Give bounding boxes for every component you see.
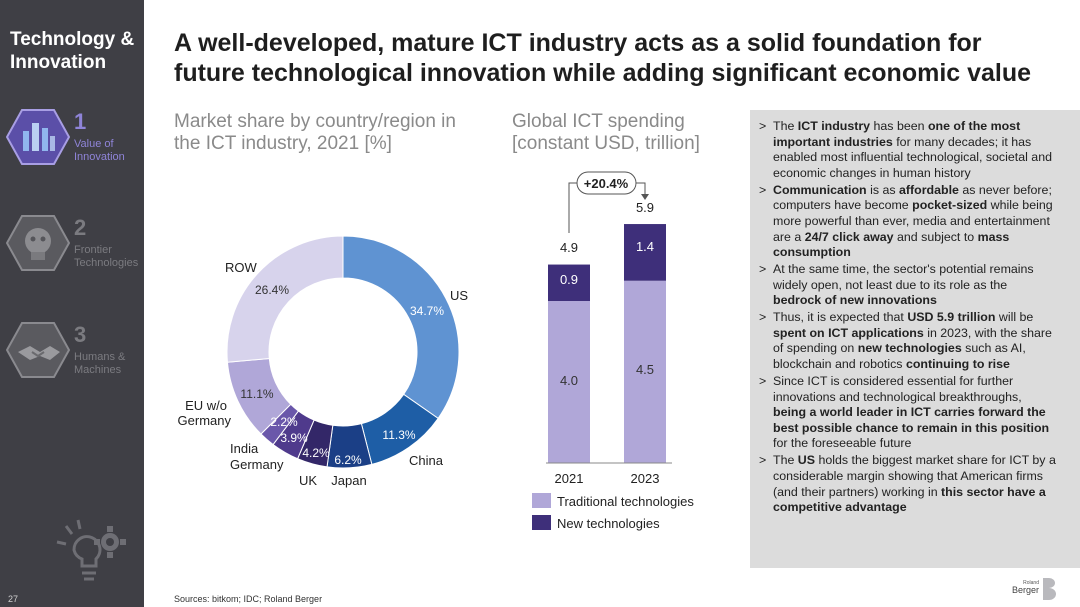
sidebar-item-frontier-technologies[interactable]: 2 Frontier Technologies [6, 215, 142, 285]
page-number: 27 [8, 594, 19, 604]
insight-bullet: Since ICT is considered essential for fu… [759, 374, 1058, 452]
legend-swatch-traditional [532, 493, 551, 508]
legend-label-new: New technologies [557, 516, 660, 531]
nav-label: Frontier Technologies [74, 244, 138, 270]
slice-label-japan: 6.2% [334, 453, 362, 467]
category-label-eu-line2: Germany [178, 413, 232, 428]
insight-bullet: At the same time, the sector's potential… [759, 262, 1058, 309]
nav-number: 1 [74, 109, 87, 134]
slice-label-eu: 11.1% [240, 387, 273, 401]
slice-label-india: 2.2% [270, 415, 298, 429]
bar-total-2023: 5.9 [636, 200, 654, 215]
sources-note: Sources: bitkom; IDC; Roland Berger [174, 594, 323, 604]
category-label-germany: Germany [230, 457, 284, 472]
bar-label-traditional-2023: 4.5 [636, 362, 654, 377]
x-tick-2023: 2023 [631, 471, 660, 486]
sidebar-title: Technology & Innovation [10, 28, 144, 74]
bar-chart-title: Global ICT spending [constant USD, trill… [512, 111, 700, 155]
nav-label-line: Innovation [74, 151, 125, 163]
category-label-eu-line1: EU w/o [185, 398, 227, 413]
sidebar-title-text: Technology & Innovation [10, 29, 135, 73]
key-insights-panel: The ICT industry has been one of the mos… [750, 110, 1080, 568]
nav-label-line: Frontier [74, 244, 112, 256]
bar-legend: Traditional technologies New technologie… [532, 493, 694, 531]
bar-value-labels: 4.0 4.5 0.9 1.4 4.9 5.9 2021 2023 [555, 200, 660, 486]
bar-chart-title-line: [constant USD, trillion] [512, 133, 700, 154]
nav-number: 3 [74, 322, 87, 347]
insight-bullet: The ICT industry has been one of the mos… [759, 119, 1058, 181]
sidebar-item-humans-and-machines[interactable]: 3 Humans & Machines [6, 322, 142, 392]
donut-chart-title-line: the ICT industry, 2021 [%] [174, 133, 392, 154]
bar-new-2023 [624, 224, 666, 281]
category-label-uk: UK [299, 473, 317, 488]
donut-chart-title-line: Market share by country/region in [174, 111, 456, 132]
nav-label-line: Value of [74, 138, 114, 150]
growth-arrow-right [636, 182, 646, 194]
donut-chart [226, 235, 460, 469]
category-label-row: ROW [225, 260, 258, 275]
growth-arrow-head [641, 194, 649, 200]
insights-list: The ICT industry has been one of the mos… [750, 110, 1080, 516]
slice-label-china: 11.3% [382, 428, 415, 442]
nav-label-line: Humans & [74, 351, 126, 363]
bar-chart [548, 224, 666, 463]
legend-label-traditional: Traditional technologies [557, 494, 694, 509]
sidebar-item-value-of-innovation[interactable]: 1 Value of Innovation [6, 109, 142, 179]
donut-category-labels: US China Japan UK Germany India EU w/o G… [178, 260, 469, 488]
handshake-icon [6, 322, 70, 378]
slice-label-uk: 4.2% [302, 446, 330, 460]
legend-swatch-new [532, 515, 551, 530]
page-title: A well-developed, mature ICT industry ac… [174, 29, 1032, 87]
bar-new-2021 [548, 264, 590, 301]
bar-label-traditional-2021: 4.0 [560, 373, 578, 388]
bar-chart-title-line: Global ICT spending [512, 111, 685, 132]
lightbulb-gear-icon [56, 519, 126, 581]
nav-number: 2 [74, 215, 87, 240]
nav-label: Humans & Machines [74, 351, 125, 377]
growth-label: +20.4% [584, 176, 629, 191]
x-tick-2021: 2021 [555, 471, 584, 486]
slice-label-row: 26.4% [255, 283, 289, 297]
nav-label-line: Technologies [74, 257, 139, 269]
growth-arrow [568, 182, 577, 233]
innovation-city-icon [6, 109, 70, 165]
insight-bullet: Communication is as affordable as never … [759, 183, 1058, 261]
growth-callout: +20.4% [568, 171, 649, 233]
donut-slice-us [342, 235, 460, 420]
insight-bullet: The US holds the biggest market share fo… [759, 453, 1058, 515]
sidebar: Technology & Innovation 1 Value of Innov… [0, 0, 144, 607]
robot-head-icon [6, 215, 70, 271]
donut-value-labels: 34.7% 11.3% 6.2% 4.2% 3.9% 2.2% 11.1% 26… [240, 283, 444, 467]
bar-label-new-2021: 0.9 [560, 272, 578, 287]
bar-total-2021: 4.9 [560, 240, 578, 255]
slice-label-us: 34.7% [410, 304, 444, 318]
category-label-china: China [409, 453, 444, 468]
logo-mark [1043, 578, 1056, 600]
category-label-india: India [230, 441, 259, 456]
insight-bullet: Thus, it is expected that USD 5.9 trilli… [759, 310, 1058, 372]
donut-slice-row [226, 235, 344, 363]
donut-chart-title: Market share by country/region in the IC… [174, 111, 456, 155]
nav-label-line: Machines [74, 364, 122, 376]
bar-traditional-2023 [624, 280, 666, 463]
growth-badge [576, 171, 637, 195]
logo-large-text: Berger [1012, 585, 1039, 595]
bar-label-new-2023: 1.4 [636, 239, 654, 254]
logo-small-text: Roland [1023, 580, 1039, 586]
category-label-us: US [450, 288, 468, 303]
bar-traditional-2021 [548, 301, 590, 463]
slice-label-germany: 3.9% [280, 431, 308, 445]
category-label-japan: Japan [331, 473, 366, 488]
nav-label: Value of Innovation [74, 138, 125, 164]
company-logo: Roland Berger [1012, 578, 1056, 600]
